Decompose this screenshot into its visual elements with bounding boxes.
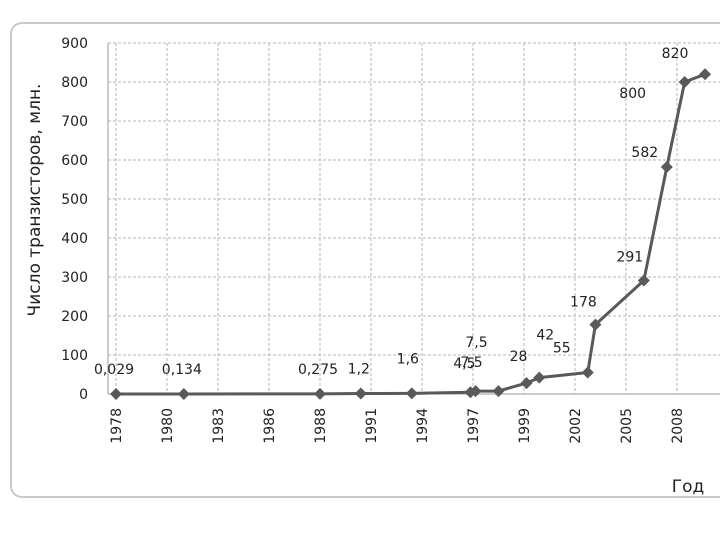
data-label: 28 xyxy=(510,349,528,365)
data-label: 0,029 xyxy=(94,362,134,378)
x-axis-title: Год xyxy=(672,477,705,497)
data-label: 0,134 xyxy=(162,362,202,378)
x-tick-label: 1994 xyxy=(415,408,431,444)
data-point xyxy=(678,76,691,88)
data-label: 4,5 xyxy=(453,356,475,372)
data-labels: 0,029 0,134 0,275 1,21,6 4,57,5 2842551782915… xyxy=(94,46,688,378)
x-tick-label: 1997 xyxy=(466,408,482,444)
chart-frame xyxy=(10,22,720,498)
y-tick-label: 200 xyxy=(61,309,88,325)
data-point xyxy=(581,366,594,379)
data-point xyxy=(520,377,533,390)
data-point xyxy=(110,387,122,400)
y-tick-label: 800 xyxy=(61,75,88,91)
x-tick-label: 1986 xyxy=(262,408,278,444)
data-point xyxy=(589,318,602,331)
x-tick-label: 1978 xyxy=(109,408,125,444)
data-label: 42 xyxy=(536,328,554,344)
data-point xyxy=(405,387,418,400)
data-point xyxy=(177,387,190,400)
data-point xyxy=(354,387,367,400)
y-ticks: 0 100 200 300 400 500 600 700 800 900 xyxy=(61,36,88,403)
data-label: 7,5 xyxy=(465,335,487,351)
data-point xyxy=(492,385,505,398)
x-tick-label: 2008 xyxy=(670,408,686,444)
data-label: 582 xyxy=(631,145,658,161)
series-line xyxy=(115,72,706,396)
y-tick-label: 500 xyxy=(61,192,88,208)
x-ticks: 1978 1980 1983 1986 1988 1991 1994 1997 1999 2002… xyxy=(109,408,686,444)
grid xyxy=(107,42,720,395)
data-label: 55 xyxy=(553,341,571,357)
data-label: 7,5 xyxy=(460,355,482,371)
y-tick-label: 300 xyxy=(61,270,88,286)
data-label: 1,2 xyxy=(348,362,370,378)
x-tick-label: 1983 xyxy=(211,408,227,444)
series xyxy=(110,68,712,400)
data-label: 0,275 xyxy=(298,362,338,378)
x-tick-label: 1999 xyxy=(517,408,533,444)
y-tick-label: 700 xyxy=(61,114,88,130)
y-tick-label: 100 xyxy=(61,348,88,364)
data-point xyxy=(637,274,650,287)
data-point xyxy=(469,385,482,398)
data-label: 820 xyxy=(662,46,689,62)
y-tick-label: 0 xyxy=(79,387,88,403)
data-label: 1,6 xyxy=(397,351,419,367)
data-label: 178 xyxy=(570,295,597,311)
y-tick-label: 400 xyxy=(61,231,88,247)
x-tick-label: 2005 xyxy=(619,408,635,444)
y-tick-label: 600 xyxy=(61,153,88,169)
data-point xyxy=(660,161,673,174)
x-tick-label: 2002 xyxy=(568,408,584,444)
x-tick-label: 1980 xyxy=(160,408,176,444)
x-tick-label: 1991 xyxy=(364,408,380,444)
data-label: 800 xyxy=(619,86,646,102)
data-point xyxy=(699,68,712,81)
y-axis-title: Число транзисторов, млн. xyxy=(25,84,45,317)
y-tick-label: 900 xyxy=(61,36,88,52)
data-point xyxy=(533,371,546,384)
data-label: 291 xyxy=(616,250,643,266)
x-tick-label: 1988 xyxy=(313,408,329,444)
data-point xyxy=(314,387,326,400)
